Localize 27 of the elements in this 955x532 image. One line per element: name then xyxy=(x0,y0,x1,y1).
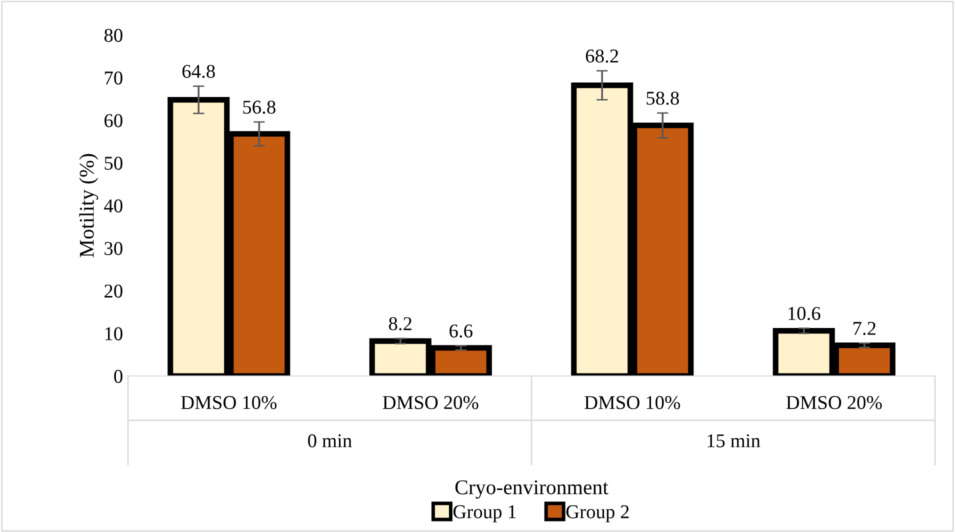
y-tick-label: 20 xyxy=(104,284,122,298)
legend-label: Group 1 xyxy=(453,505,516,522)
data-label: 8.2 xyxy=(388,317,412,330)
x-tick-label: DMSO 10% xyxy=(584,396,680,410)
data-label: 7.2 xyxy=(854,322,876,336)
y-tick-label: 50 xyxy=(104,156,122,170)
text: 15 min xyxy=(708,434,760,448)
data-label: 6.6 xyxy=(450,324,472,338)
y-tick-label: 80 xyxy=(104,28,122,42)
x-tick-label: DMSO 20% xyxy=(786,396,882,410)
y-tick-label: 0 xyxy=(114,370,122,383)
y-axis-title: Motility (%) xyxy=(79,154,98,258)
text: 0 min xyxy=(308,434,352,448)
y-tick-label: 70 xyxy=(104,71,122,85)
x-tick-label: DMSO 10% xyxy=(181,396,277,410)
data-label: 68.2 xyxy=(586,49,618,63)
y-tick-label: 10 xyxy=(105,327,122,340)
x-axis-title: Cryo-environment xyxy=(455,480,608,499)
y-tick-label: 60 xyxy=(104,114,122,128)
y-tick-label: 40 xyxy=(104,199,122,212)
legend-label: Group 2 xyxy=(566,505,629,522)
data-label: 64.8 xyxy=(182,64,215,78)
x-tick-label: DMSO 20% xyxy=(382,396,478,410)
data-label: 56.8 xyxy=(243,100,276,114)
data-label: 58.8 xyxy=(646,92,679,105)
y-tick-label: 30 xyxy=(104,242,122,256)
data-label: 10.6 xyxy=(788,306,820,320)
